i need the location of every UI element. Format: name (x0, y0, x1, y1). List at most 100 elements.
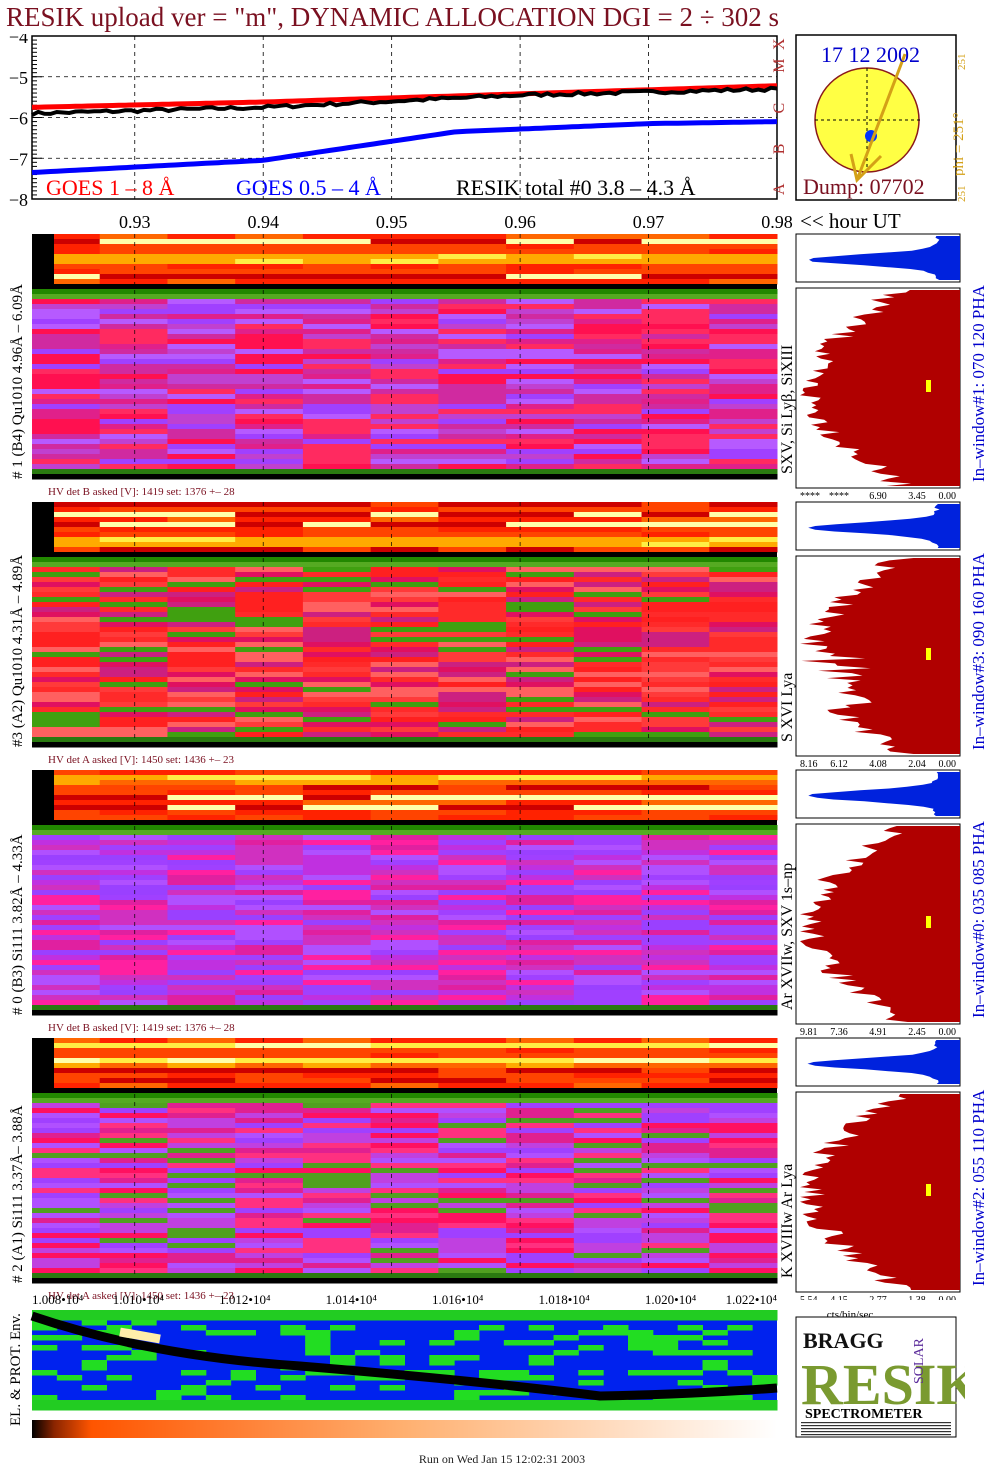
heat-cell (99, 1263, 168, 1269)
heat-cell (573, 339, 643, 345)
heat-cell (506, 339, 575, 345)
heat-cell (573, 249, 643, 255)
heat-cell (302, 542, 372, 548)
heat-cell (641, 424, 710, 430)
env-cell (479, 1375, 505, 1381)
heat-cell (235, 850, 304, 856)
plot-frame (31, 35, 778, 200)
heat-cell (641, 507, 710, 513)
run-timestamp: Run on Wed Jan 15 12:02:31 2003 (418, 1452, 586, 1466)
heat-cell (235, 1043, 304, 1049)
heat-cell (641, 1083, 710, 1089)
heat-cell (573, 597, 643, 603)
heat-cell (506, 950, 575, 956)
env-cell (32, 1325, 58, 1331)
heat-cell (167, 1243, 236, 1249)
heat-cell (641, 870, 710, 876)
heat-cell (709, 364, 778, 370)
env-label: EL. & PROT. Env. (8, 1313, 24, 1426)
heat-cell (641, 1268, 710, 1274)
heat-cell (438, 532, 507, 538)
heat-cell (32, 955, 101, 961)
heat-cell (302, 1118, 372, 1124)
heat-cell (438, 234, 507, 240)
heat-cell (506, 1000, 575, 1006)
heat-cell (506, 394, 575, 400)
heat-cell (506, 329, 575, 335)
heat-cell (370, 299, 439, 305)
heat-cell (99, 557, 168, 563)
heat-cell (506, 259, 575, 265)
heat-cell (641, 517, 710, 523)
heat-cell (709, 324, 778, 330)
heat-cell (709, 607, 778, 613)
heat-cell (302, 557, 372, 563)
heat-cell (573, 1278, 643, 1284)
heat-cell (641, 800, 710, 806)
heat-cell (99, 965, 168, 971)
heat-cell (438, 1278, 507, 1284)
heat-cell (302, 449, 372, 455)
heat-cell (641, 657, 710, 663)
heat-cell (438, 369, 507, 375)
heat-cell (506, 1083, 575, 1089)
heat-cell (641, 722, 710, 728)
heat-cell (641, 1208, 710, 1214)
env-cell (702, 1400, 728, 1406)
heat-cell (32, 1233, 101, 1239)
heat-cell (167, 1048, 236, 1054)
fine-print-line (801, 1428, 951, 1430)
heat-cell (235, 880, 304, 886)
heat-cell (709, 785, 778, 791)
heat-cell (573, 577, 643, 583)
heat-cell (573, 1123, 643, 1129)
heat-cell (167, 522, 236, 528)
heat-cell (99, 770, 168, 776)
heat-cell (302, 254, 372, 260)
heat-cell (99, 1058, 168, 1064)
heat-cell (573, 727, 643, 733)
heat-separator (32, 552, 777, 557)
heat-cell (167, 855, 236, 861)
heat-cell (32, 880, 101, 886)
env-cell (677, 1380, 703, 1386)
heat-cell (641, 389, 710, 395)
heat-cell (302, 1163, 372, 1169)
heat-cell (641, 359, 710, 365)
heat-cell (438, 920, 507, 926)
heat-cell (709, 244, 778, 250)
heat-cell (438, 344, 507, 350)
env-cell (503, 1340, 530, 1346)
heat-cell (506, 707, 575, 713)
heat-cell (506, 299, 575, 305)
heat-cell (302, 652, 372, 658)
heat-cell (32, 557, 101, 563)
heat-cell (167, 1133, 236, 1139)
heat-cell (709, 464, 778, 470)
heat-cell (302, 1223, 372, 1229)
heat-cell (32, 572, 101, 578)
heat-cell (235, 702, 304, 708)
heat-cell (99, 1053, 168, 1059)
heat-cell (573, 830, 643, 836)
env-cell (106, 1315, 132, 1321)
heat-cell (573, 389, 643, 395)
heat-cell (506, 1143, 575, 1149)
heat-cell (235, 1258, 304, 1264)
env-cell (131, 1310, 157, 1316)
window-label: In–window#3: 090 160 PHA (969, 552, 988, 750)
heat-cell (167, 805, 236, 811)
heat-cell (370, 1208, 439, 1214)
heat-cell (506, 810, 575, 816)
heat-cell (438, 800, 507, 806)
env-cell (528, 1315, 554, 1321)
heat-cell (573, 980, 643, 986)
heat-cell (709, 1253, 778, 1259)
heat-cell (438, 459, 507, 465)
heat-cell (32, 905, 101, 911)
heat-cell (370, 785, 439, 791)
heat-cell (438, 915, 507, 921)
heat-cell (438, 1243, 507, 1249)
heat-cell (99, 717, 168, 723)
heat-cell (370, 1078, 439, 1084)
